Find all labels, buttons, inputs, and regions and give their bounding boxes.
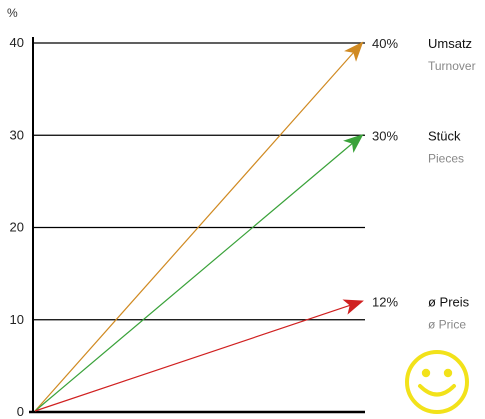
series-subname: ø Price: [428, 317, 466, 331]
series-name: ø Preis: [428, 294, 470, 309]
gridlines: [33, 42, 365, 321]
y-tick-label: 20: [10, 220, 24, 235]
y-tick-labels: 0 10 20 30 40: [10, 35, 24, 419]
y-axis-label: %: [7, 6, 18, 20]
smiley-mouth: [418, 384, 456, 397]
y-tick-label: 0: [17, 404, 24, 419]
series-subname: Pieces: [428, 151, 464, 165]
series-name: Stück: [428, 128, 461, 143]
series-subname: Turnover: [428, 59, 476, 73]
smiley-left-eye: [421, 368, 431, 378]
series-end-label: 30%: [372, 128, 398, 143]
smiley-icon: [405, 350, 469, 414]
series-arrow: [34, 41, 364, 412]
y-tick-label: 40: [10, 35, 24, 50]
smiley-right-eye: [443, 368, 453, 378]
y-tick-label: 30: [10, 127, 24, 142]
series-arrow: [34, 299, 364, 412]
series-layer: 40% Umsatz Turnover 30% Stück Pieces 12% ø Prei…: [34, 36, 476, 412]
series-end-label: 40%: [372, 36, 398, 51]
series-name: Umsatz: [428, 36, 472, 51]
series-end-label: 12%: [372, 294, 398, 309]
series-arrow: [34, 133, 364, 412]
smiley-face: [405, 350, 469, 414]
y-tick-label: 10: [10, 312, 24, 327]
